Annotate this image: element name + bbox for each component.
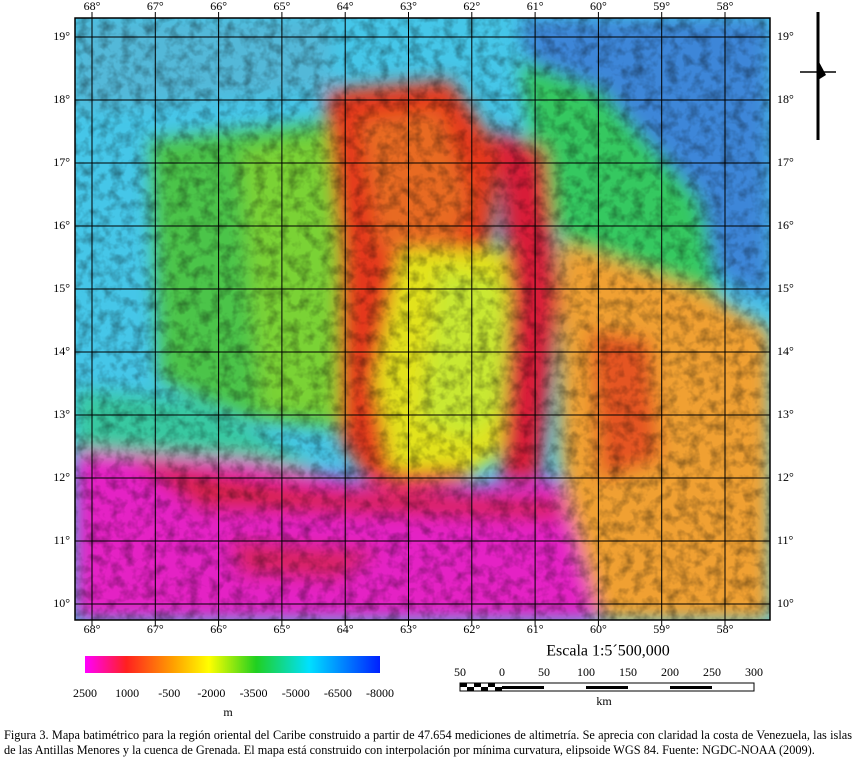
latitude-label: 17° — [777, 155, 794, 169]
scale-title: Escala 1:5´500,000 — [546, 643, 670, 660]
figure: 68° 68° 67° 67° 66° 66° 65° 65° 64° 64° 63° 63° 62° 6… — [53, 0, 836, 719]
color-bar-label: -6500 — [324, 686, 352, 700]
figure-caption: Figura 3. Mapa batimétrico para la regió… — [4, 728, 852, 757]
scale-label: 50 — [538, 665, 550, 679]
scale-segment — [460, 683, 467, 687]
graticule — [75, 18, 770, 620]
scale-label: 50 — [454, 665, 466, 679]
scale-segment — [586, 686, 628, 689]
scale-label: 100 — [577, 665, 595, 679]
scale-label: 200 — [661, 665, 679, 679]
scale-unit: km — [596, 694, 612, 708]
color-bar-unit: m — [223, 705, 233, 719]
coordinate-labels: 68° 68° 67° 67° 66° 66° 65° 65° 64° 64° 63° 63° 62° 6… — [53, 0, 794, 636]
latitude-label: 13° — [53, 407, 70, 421]
color-bar — [85, 656, 380, 673]
longitude-label: 59° — [653, 0, 670, 13]
scale-label: 300 — [745, 665, 763, 679]
latitude-label: 15° — [777, 281, 794, 295]
longitude-label: 62° — [463, 622, 480, 636]
longitude-label: 64° — [337, 0, 354, 13]
scale-segment — [495, 687, 502, 691]
longitude-label: 68° — [84, 0, 101, 13]
latitude-label: 14° — [53, 344, 70, 358]
longitude-label: 60° — [590, 0, 607, 13]
color-bar-label: -2000 — [197, 686, 225, 700]
latitude-label: 19° — [777, 29, 794, 43]
longitude-label: 66° — [210, 0, 227, 13]
scale-bar: 50 0 50 100 150 200 250 300 — [454, 665, 763, 692]
scale-label: 0 — [499, 665, 505, 679]
color-bar-labels: 2500 1000 -500 -2000 -3500 -5000 -6500 -8000 — [73, 686, 394, 700]
scale-label: 150 — [619, 665, 637, 679]
longitude-label: 68° — [84, 622, 101, 636]
color-bar-label: -3500 — [240, 686, 268, 700]
longitude-label: 66° — [210, 622, 227, 636]
scale-label: 250 — [703, 665, 721, 679]
latitude-label: 14° — [777, 344, 794, 358]
scale-segment — [502, 686, 544, 689]
scale-segment — [474, 683, 481, 687]
longitude-label: 61° — [527, 622, 544, 636]
longitude-label: 65° — [273, 622, 290, 636]
longitude-label: 65° — [273, 0, 290, 13]
latitude-label: 15° — [53, 281, 70, 295]
color-bar-label: 1000 — [115, 686, 139, 700]
latitude-label: 10° — [777, 596, 794, 610]
longitude-label: 61° — [527, 0, 544, 13]
longitude-label: 67° — [147, 622, 164, 636]
latitude-label: 18° — [777, 92, 794, 106]
latitude-label: 10° — [53, 596, 70, 610]
north-arrow — [800, 12, 836, 140]
scale-segment — [467, 687, 474, 691]
latitude-label: 19° — [53, 29, 70, 43]
bathymetry-map — [75, 18, 770, 620]
longitude-label: 60° — [590, 622, 607, 636]
latitude-label: 16° — [777, 218, 794, 232]
latitude-label: 11° — [54, 533, 71, 547]
scale-segment — [488, 683, 495, 687]
latitude-label: 13° — [777, 407, 794, 421]
map-frame — [74, 17, 771, 621]
longitude-label: 59° — [653, 622, 670, 636]
color-bar-label: -8000 — [366, 686, 394, 700]
longitude-label: 58° — [717, 622, 734, 636]
latitude-label: 12° — [777, 470, 794, 484]
latitude-label: 18° — [53, 92, 70, 106]
latitude-label: 17° — [53, 155, 70, 169]
longitude-label: 62° — [463, 0, 480, 13]
longitude-label: 67° — [147, 0, 164, 13]
longitude-label: 64° — [337, 622, 354, 636]
color-bar-label: -500 — [158, 686, 180, 700]
color-bar-label: -5000 — [282, 686, 310, 700]
longitude-label: 63° — [400, 622, 417, 636]
longitude-label: 58° — [717, 0, 734, 13]
longitude-label: 63° — [400, 0, 417, 13]
latitude-label: 12° — [53, 470, 70, 484]
color-bar-label: 2500 — [73, 686, 97, 700]
scale-segment — [481, 687, 488, 691]
latitude-label: 16° — [53, 218, 70, 232]
scale-segment — [670, 686, 712, 689]
latitude-label: 11° — [777, 533, 794, 547]
